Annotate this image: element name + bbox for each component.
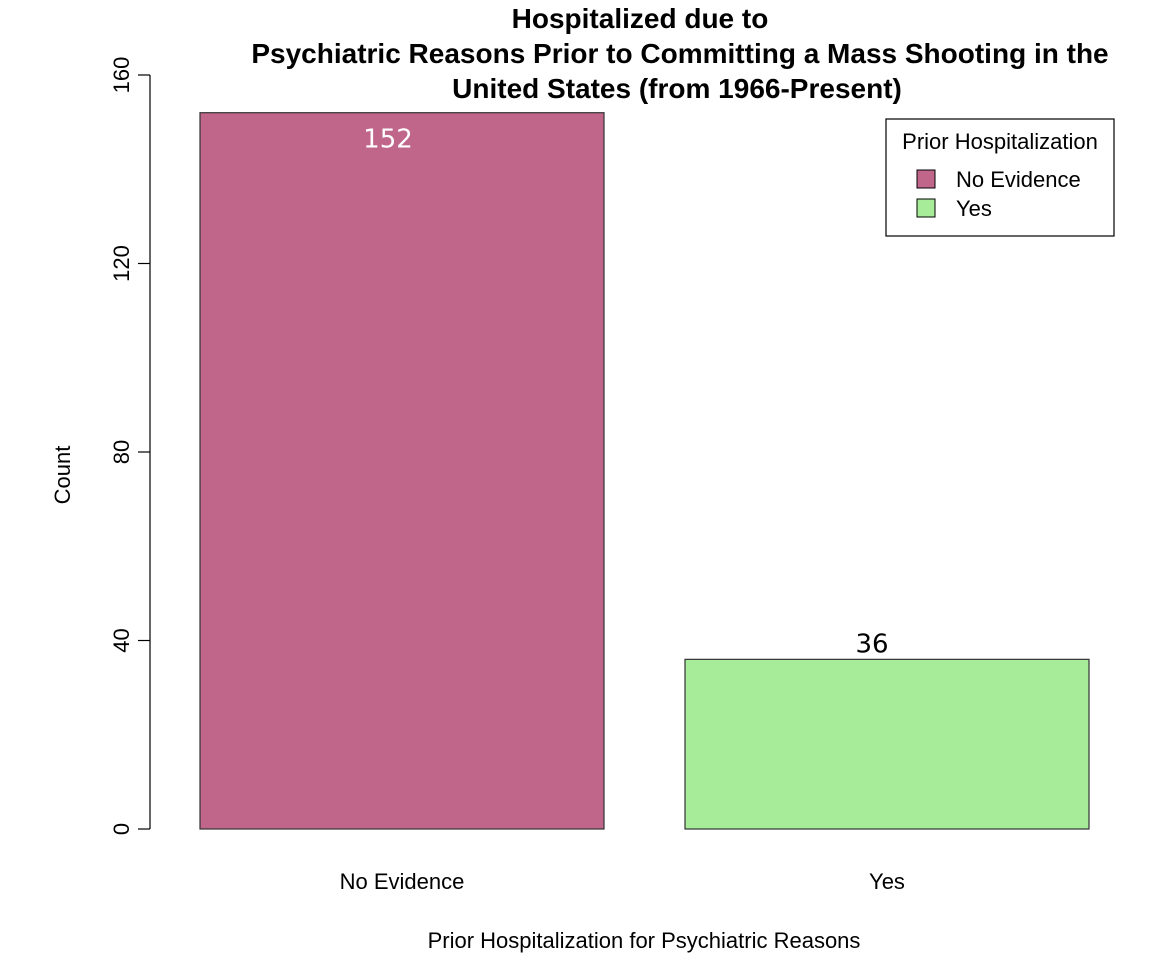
x-tick-label-no-evidence: No Evidence [340,869,465,894]
chart-title: Hospitalized due to Psychiatric Reasons … [251,3,1108,104]
legend-title: Prior Hospitalization [902,129,1098,154]
legend: Prior Hospitalization No Evidence Yes [885,118,1115,237]
y-tick-label-160: 160 [109,57,134,94]
y-axis-label: Count [50,446,75,505]
chart-title-line-3: United States (from 1966-Present) [452,73,902,104]
legend-label-no-evidence: No Evidence [956,167,1081,192]
bar-yes [684,658,1090,830]
data-label-no-evidence: 152 [363,125,413,155]
data-labels: 152 36 [363,125,888,660]
y-tick-label-40: 40 [109,628,134,652]
y-tick-label-80: 80 [109,440,134,464]
chart-title-line-2: Psychiatric Reasons Prior to Committing … [251,38,1108,69]
legend-swatch-yes [916,198,936,218]
y-ticks: 0 40 80 120 160 [109,57,150,835]
y-tick-label-120: 120 [109,245,134,282]
legend-swatch-no-evidence [916,169,936,189]
y-tick-label-0: 0 [109,823,134,835]
x-tick-labels: No Evidence Yes [340,869,905,894]
bars [199,112,1090,830]
x-axis-label: Prior Hospitalization for Psychiatric Re… [428,928,861,953]
chart-title-line-1: Hospitalized due to [512,3,769,34]
legend-label-yes: Yes [956,196,992,221]
x-tick-label-yes: Yes [869,869,905,894]
bar-no-evidence [199,112,605,830]
data-label-yes: 36 [855,629,888,659]
